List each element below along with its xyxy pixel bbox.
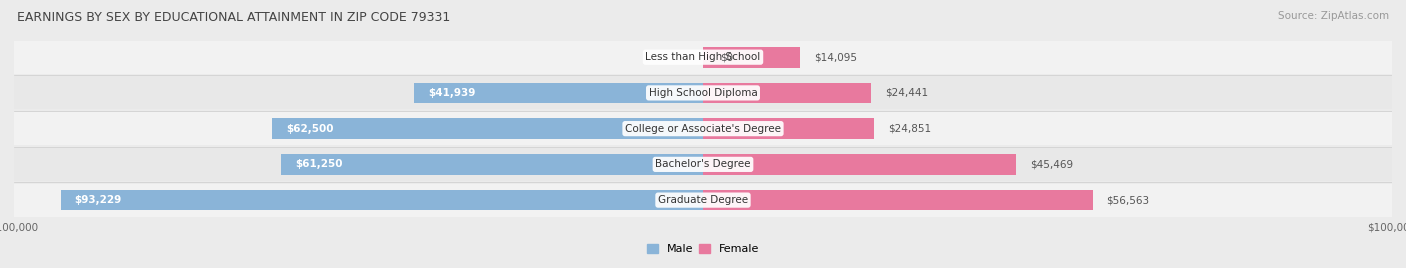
Text: Graduate Degree: Graduate Degree bbox=[658, 195, 748, 205]
Bar bbox=[703, 118, 875, 139]
Legend: Male, Female: Male, Female bbox=[647, 244, 759, 254]
Bar bbox=[703, 190, 1092, 210]
Text: Source: ZipAtlas.com: Source: ZipAtlas.com bbox=[1278, 11, 1389, 21]
Bar bbox=[14, 148, 1392, 181]
Text: $24,441: $24,441 bbox=[886, 88, 928, 98]
Bar bbox=[14, 184, 1392, 217]
Bar bbox=[14, 41, 1392, 74]
Text: $56,563: $56,563 bbox=[1107, 195, 1150, 205]
Bar bbox=[281, 154, 703, 175]
Bar bbox=[14, 112, 1392, 145]
Text: $41,939: $41,939 bbox=[427, 88, 475, 98]
Text: Less than High School: Less than High School bbox=[645, 52, 761, 62]
Text: $93,229: $93,229 bbox=[75, 195, 122, 205]
Text: College or Associate's Degree: College or Associate's Degree bbox=[626, 124, 780, 134]
Bar bbox=[14, 76, 1392, 109]
Text: $24,851: $24,851 bbox=[889, 124, 931, 134]
Text: Bachelor's Degree: Bachelor's Degree bbox=[655, 159, 751, 169]
Text: $14,095: $14,095 bbox=[814, 52, 856, 62]
Text: $62,500: $62,500 bbox=[287, 124, 333, 134]
Bar bbox=[413, 83, 703, 103]
Bar bbox=[703, 83, 872, 103]
Bar bbox=[60, 190, 703, 210]
Bar bbox=[703, 47, 800, 68]
Bar bbox=[273, 118, 703, 139]
Text: High School Diploma: High School Diploma bbox=[648, 88, 758, 98]
Text: $45,469: $45,469 bbox=[1031, 159, 1073, 169]
Text: $0: $0 bbox=[720, 52, 734, 62]
Bar bbox=[703, 154, 1017, 175]
Text: $61,250: $61,250 bbox=[295, 159, 342, 169]
Text: EARNINGS BY SEX BY EDUCATIONAL ATTAINMENT IN ZIP CODE 79331: EARNINGS BY SEX BY EDUCATIONAL ATTAINMEN… bbox=[17, 11, 450, 24]
